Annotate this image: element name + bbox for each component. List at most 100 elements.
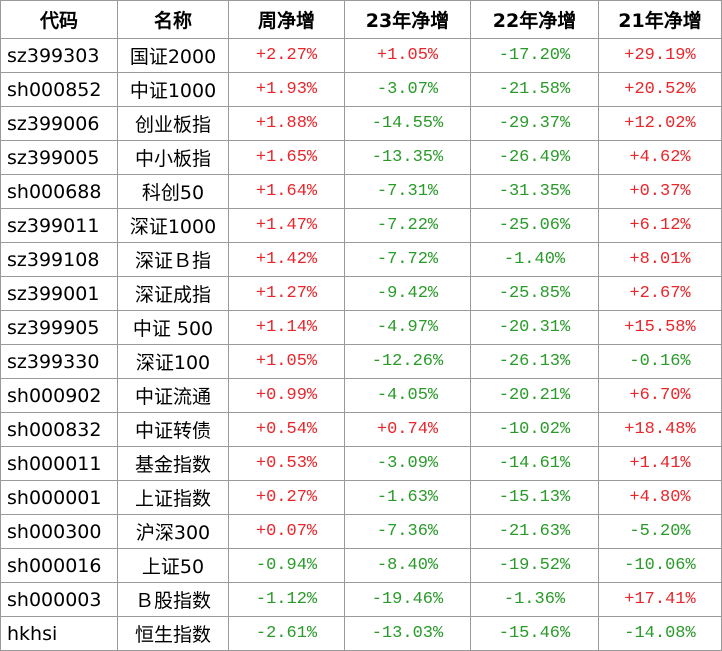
name-cell: Ｂ股指数 (117, 582, 229, 617)
change-cell: -14.08% (598, 616, 722, 651)
change-cell: +6.70% (598, 378, 722, 413)
change-cell: -15.46% (470, 616, 599, 651)
change-cell: +1.93% (228, 72, 345, 107)
change-cell: +29.19% (598, 38, 722, 73)
change-cell: -7.22% (344, 208, 471, 243)
name-cell: 上证指数 (117, 480, 229, 515)
table-row: sh000688 科创50 +1.64% -7.31% -31.35% +0.37% (0, 174, 722, 209)
change-cell: -21.63% (470, 514, 599, 549)
change-cell: +0.27% (228, 480, 345, 515)
table-row: sh000001 上证指数 +0.27% -1.63% -15.13% +4.80% (0, 480, 722, 515)
code-cell: sz399330 (0, 344, 118, 379)
change-cell: -26.49% (470, 140, 599, 175)
change-cell: -21.58% (470, 72, 599, 107)
code-cell: sh000003 (0, 582, 118, 617)
change-cell: -4.97% (344, 310, 471, 345)
change-cell: -1.40% (470, 242, 599, 277)
change-cell: +1.27% (228, 276, 345, 311)
header-row: 代码 名称 周净增 23年净增 22年净增 21年净增 (0, 0, 722, 39)
table-header: 代码 名称 周净增 23年净增 22年净增 21年净增 (0, 0, 722, 39)
table-body: sz399303 国证2000 +2.27% +1.05% -17.20% +29.19%… (0, 38, 722, 651)
change-cell: -20.21% (470, 378, 599, 413)
table-row: hkhsi 恒生指数 -2.61% -13.03% -15.46% -14.08% (0, 616, 722, 651)
change-cell: +1.41% (598, 446, 722, 481)
change-cell: -14.61% (470, 446, 599, 481)
change-cell: +1.05% (228, 344, 345, 379)
change-cell: -3.09% (344, 446, 471, 481)
change-cell: +1.47% (228, 208, 345, 243)
table-row: sh000902 中证流通 +0.99% -4.05% -20.21% +6.70% (0, 378, 722, 413)
name-cell: 中证流通 (117, 378, 229, 413)
header-cell: 周净增 (228, 0, 345, 39)
change-cell: +1.64% (228, 174, 345, 209)
change-cell: -5.20% (598, 514, 722, 549)
change-cell: +2.27% (228, 38, 345, 73)
change-cell: -1.12% (228, 582, 345, 617)
table-row: sz399006 创业板指 +1.88% -14.55% -29.37% +12.02% (0, 106, 722, 141)
table-row: sh000300 沪深300 +0.07% -7.36% -21.63% -5.20% (0, 514, 722, 549)
change-cell: +1.42% (228, 242, 345, 277)
change-cell: -20.31% (470, 310, 599, 345)
change-cell: +0.74% (344, 412, 471, 447)
code-cell: sz399006 (0, 106, 118, 141)
table-row: sh000011 基金指数 +0.53% -3.09% -14.61% +1.41% (0, 446, 722, 481)
change-cell: -2.61% (228, 616, 345, 651)
code-cell: sh000832 (0, 412, 118, 447)
name-cell: 中小板指 (117, 140, 229, 175)
code-cell: sz399001 (0, 276, 118, 311)
change-cell: -7.36% (344, 514, 471, 549)
name-cell: 国证2000 (117, 38, 229, 73)
change-cell: +4.62% (598, 140, 722, 175)
change-cell: +0.07% (228, 514, 345, 549)
change-cell: -29.37% (470, 106, 599, 141)
change-cell: -25.85% (470, 276, 599, 311)
change-cell: +8.01% (598, 242, 722, 277)
table-row: sz399905 中证 500 +1.14% -4.97% -20.31% +15.58% (0, 310, 722, 345)
change-cell: -14.55% (344, 106, 471, 141)
name-cell: 沪深300 (117, 514, 229, 549)
change-cell: -31.35% (470, 174, 599, 209)
change-cell: -19.46% (344, 582, 471, 617)
change-cell: -3.07% (344, 72, 471, 107)
name-cell: 深证Ｂ指 (117, 242, 229, 277)
name-cell: 恒生指数 (117, 616, 229, 651)
table-row: sz399303 国证2000 +2.27% +1.05% -17.20% +29.19% (0, 38, 722, 73)
code-cell: sh000300 (0, 514, 118, 549)
change-cell: +17.41% (598, 582, 722, 617)
name-cell: 基金指数 (117, 446, 229, 481)
table-row: sz399001 深证成指 +1.27% -9.42% -25.85% +2.67% (0, 276, 722, 311)
code-cell: sh000902 (0, 378, 118, 413)
change-cell: -26.13% (470, 344, 599, 379)
table-row: sh000852 中证1000 +1.93% -3.07% -21.58% +20.52% (0, 72, 722, 107)
change-cell: -19.52% (470, 548, 599, 583)
code-cell: sh000852 (0, 72, 118, 107)
change-cell: +0.54% (228, 412, 345, 447)
code-cell: sh000016 (0, 548, 118, 583)
table-row: sh000832 中证转债 +0.54% +0.74% -10.02% +18.48% (0, 412, 722, 447)
change-cell: +1.88% (228, 106, 345, 141)
change-cell: -10.02% (470, 412, 599, 447)
change-cell: -13.35% (344, 140, 471, 175)
change-cell: -9.42% (344, 276, 471, 311)
change-cell: +1.14% (228, 310, 345, 345)
code-cell: sh000001 (0, 480, 118, 515)
name-cell: 深证1000 (117, 208, 229, 243)
header-cell: 23年净增 (344, 0, 471, 39)
name-cell: 深证成指 (117, 276, 229, 311)
change-cell: -1.63% (344, 480, 471, 515)
name-cell: 深证100 (117, 344, 229, 379)
table-row: sz399005 中小板指 +1.65% -13.35% -26.49% +4.62% (0, 140, 722, 175)
change-cell: -7.72% (344, 242, 471, 277)
code-cell: sh000011 (0, 446, 118, 481)
table-row: sz399011 深证1000 +1.47% -7.22% -25.06% +6.12% (0, 208, 722, 243)
change-cell: -8.40% (344, 548, 471, 583)
change-cell: +0.53% (228, 446, 345, 481)
change-cell: -12.26% (344, 344, 471, 379)
change-cell: -17.20% (470, 38, 599, 73)
change-cell: +0.99% (228, 378, 345, 413)
code-cell: sz399005 (0, 140, 118, 175)
header-cell: 22年净增 (470, 0, 599, 39)
table-row: sz399108 深证Ｂ指 +1.42% -7.72% -1.40% +8.01% (0, 242, 722, 277)
